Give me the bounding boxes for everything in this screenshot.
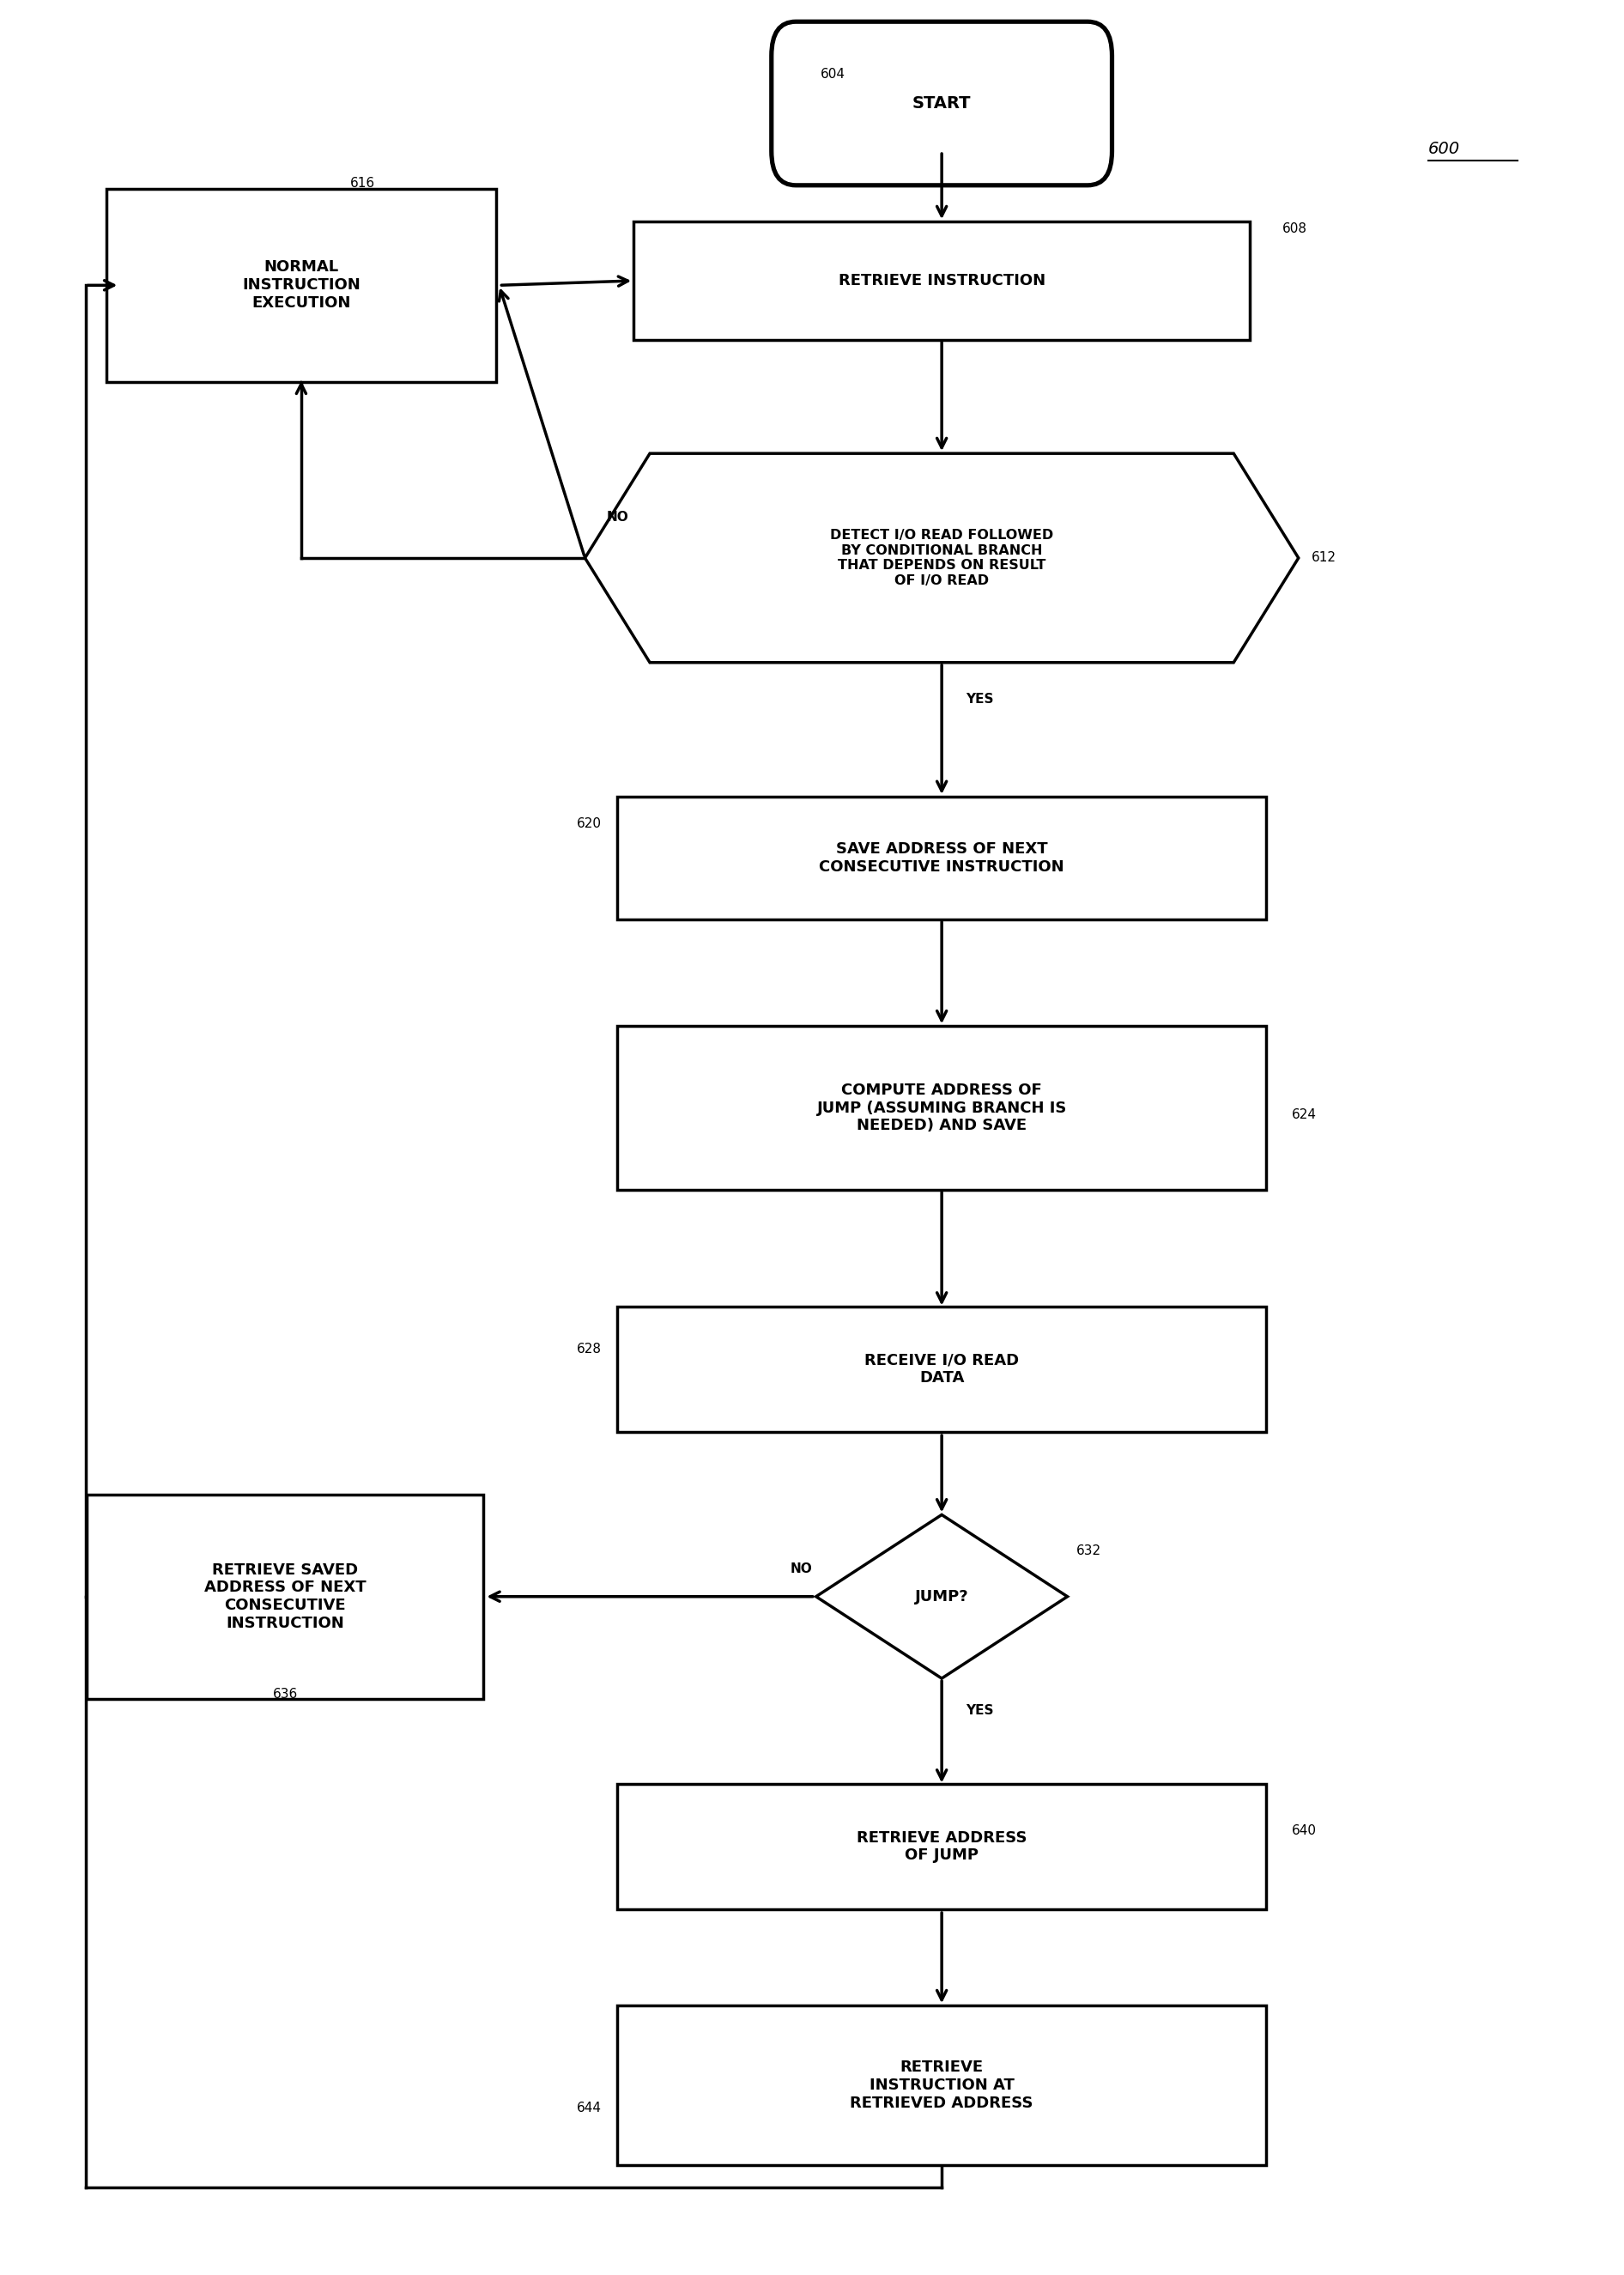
Text: RETRIEVE
INSTRUCTION AT
RETRIEVED ADDRESS: RETRIEVE INSTRUCTION AT RETRIEVED ADDRES… — [849, 2059, 1033, 2111]
Text: 604: 604 — [820, 68, 844, 80]
Text: 616: 616 — [349, 177, 375, 189]
Text: COMPUTE ADDRESS OF
JUMP (ASSUMING BRANCH IS
NEEDED) AND SAVE: COMPUTE ADDRESS OF JUMP (ASSUMING BRANCH… — [817, 1083, 1067, 1133]
Text: SAVE ADDRESS OF NEXT
CONSECUTIVE INSTRUCTION: SAVE ADDRESS OF NEXT CONSECUTIVE INSTRUC… — [818, 842, 1064, 874]
Text: 628: 628 — [577, 1342, 601, 1356]
Polygon shape — [815, 1515, 1067, 1679]
Text: YES: YES — [966, 1704, 994, 1718]
Text: NORMAL
INSTRUCTION
EXECUTION: NORMAL INSTRUCTION EXECUTION — [242, 259, 361, 312]
FancyBboxPatch shape — [617, 1306, 1267, 1431]
FancyBboxPatch shape — [107, 189, 495, 382]
Text: JUMP?: JUMP? — [914, 1588, 968, 1604]
Text: 632: 632 — [1077, 1545, 1101, 1558]
Text: DETECT I/O READ FOLLOWED
BY CONDITIONAL BRANCH
THAT DEPENDS ON RESULT
OF I/O REA: DETECT I/O READ FOLLOWED BY CONDITIONAL … — [830, 530, 1054, 587]
Text: 608: 608 — [1283, 223, 1307, 234]
Text: NO: NO — [789, 1563, 812, 1577]
Text: RECEIVE I/O READ
DATA: RECEIVE I/O READ DATA — [864, 1354, 1018, 1385]
Text: RETRIEVE INSTRUCTION: RETRIEVE INSTRUCTION — [838, 273, 1046, 289]
Text: RETRIEVE SAVED
ADDRESS OF NEXT
CONSECUTIVE
INSTRUCTION: RETRIEVE SAVED ADDRESS OF NEXT CONSECUTI… — [205, 1563, 365, 1631]
FancyBboxPatch shape — [633, 221, 1250, 339]
Text: 640: 640 — [1293, 1825, 1317, 1838]
Text: NO: NO — [606, 512, 628, 523]
FancyBboxPatch shape — [617, 2007, 1267, 2166]
Text: YES: YES — [966, 692, 994, 705]
Polygon shape — [585, 453, 1299, 662]
Text: START: START — [913, 96, 971, 111]
FancyBboxPatch shape — [617, 1784, 1267, 1909]
FancyBboxPatch shape — [617, 796, 1267, 919]
Text: 600: 600 — [1427, 141, 1460, 157]
Text: 612: 612 — [1312, 551, 1337, 564]
FancyBboxPatch shape — [617, 1026, 1267, 1190]
Text: 624: 624 — [1293, 1108, 1317, 1122]
FancyBboxPatch shape — [771, 23, 1112, 184]
Text: 620: 620 — [577, 817, 601, 830]
FancyBboxPatch shape — [86, 1495, 484, 1699]
Text: 644: 644 — [577, 2102, 601, 2113]
Text: 636: 636 — [273, 1688, 297, 1702]
Text: RETRIEVE ADDRESS
OF JUMP: RETRIEVE ADDRESS OF JUMP — [856, 1829, 1026, 1863]
